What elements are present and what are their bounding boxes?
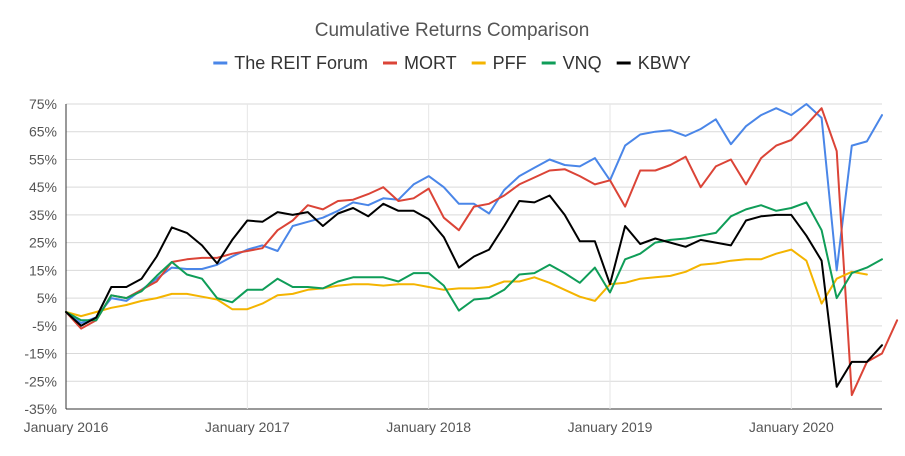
x-tick-label: January 2016 <box>24 419 109 435</box>
legend-label: MORT <box>404 53 457 73</box>
x-tick-label: January 2020 <box>749 419 834 435</box>
y-tick-label: 35% <box>29 207 57 223</box>
x-axis-tick-labels: January 2016 January 2017 January 2018 Janu… <box>24 419 834 435</box>
y-tick-label: -35% <box>24 401 57 417</box>
legend-label: PFF <box>493 53 527 73</box>
legend-label: VNQ <box>563 53 602 73</box>
legend-item-kbwy[interactable]: KBWY <box>616 53 691 73</box>
y-tick-label: 5% <box>37 290 57 306</box>
x-tick-label: January 2019 <box>568 419 653 435</box>
series-line-mort <box>65 107 899 397</box>
y-tick-label: -15% <box>24 346 57 362</box>
legend-item-the-reit-forum[interactable]: The REIT Forum <box>213 53 368 73</box>
legend-label: KBWY <box>638 53 691 73</box>
y-tick-label: 75% <box>29 96 57 112</box>
series-line-vnq <box>65 201 883 322</box>
y-axis-tick-labels: 75% 65% 55% 45% 35% 25% 15% 5% -5% -15% -25% -35% <box>24 96 57 417</box>
y-tick-label: 15% <box>29 262 57 278</box>
gridlines <box>65 103 882 410</box>
series-line-pff <box>65 248 868 318</box>
series-line-the-reit-forum <box>65 103 883 324</box>
chart-title: Cumulative Returns Comparison <box>315 20 590 41</box>
series-line-kbwy <box>65 194 883 388</box>
series-lines <box>65 103 899 397</box>
y-tick-label: 65% <box>29 124 57 140</box>
legend-label: The REIT Forum <box>234 53 368 73</box>
legend-item-mort[interactable]: MORT <box>383 53 457 73</box>
y-tick-label: 25% <box>29 235 57 251</box>
y-tick-label: 45% <box>29 179 57 195</box>
legend: The REIT Forum MORT PFF VNQ KBWY <box>213 53 691 73</box>
legend-item-pff[interactable]: PFF <box>471 53 527 73</box>
x-tick-label: January 2018 <box>386 419 471 435</box>
x-tick-label: January 2017 <box>205 419 290 435</box>
legend-item-vnq[interactable]: VNQ <box>541 53 602 73</box>
y-tick-label: 55% <box>29 151 57 167</box>
y-tick-label: -5% <box>32 318 57 334</box>
y-tick-label: -25% <box>24 373 57 389</box>
